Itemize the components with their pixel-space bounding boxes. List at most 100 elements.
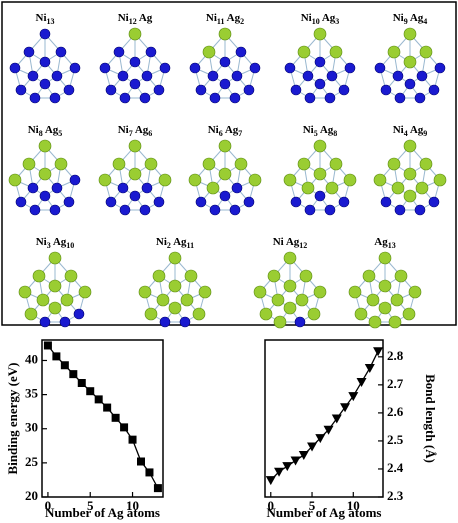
element-symbol: Ag <box>227 12 241 24</box>
atom <box>105 84 117 96</box>
element-count: 7 <box>129 129 133 138</box>
cluster-label: Ni2 Ag11 <box>156 236 194 250</box>
y-tick-label: 25 <box>25 454 39 469</box>
y-tick-label: 2.3 <box>387 488 404 503</box>
cluster-label: Ni4 Ag9 <box>393 124 428 138</box>
atom <box>271 293 285 307</box>
marker <box>340 403 351 413</box>
atom <box>338 84 350 96</box>
atom <box>60 293 74 307</box>
marker <box>153 484 162 493</box>
atom <box>290 196 302 208</box>
marker <box>315 434 326 444</box>
element-symbol: Ni <box>301 12 312 24</box>
element-count: 3 <box>47 241 51 250</box>
element-count: 2 <box>167 241 171 250</box>
atom <box>403 27 417 41</box>
atom <box>343 173 357 187</box>
atom <box>392 70 404 82</box>
atom <box>380 84 392 96</box>
atom <box>273 315 287 329</box>
element-symbol: Ni <box>36 12 47 24</box>
marker <box>356 378 367 388</box>
atom <box>326 70 338 82</box>
y-tick-label: 2.6 <box>387 404 404 419</box>
marker <box>69 370 78 379</box>
element-symbol: Ag <box>410 124 424 136</box>
atom <box>283 251 297 265</box>
y-tick-label: 2.7 <box>387 376 404 391</box>
atom <box>64 269 78 283</box>
atom <box>139 204 151 216</box>
marker <box>290 456 301 466</box>
atom <box>402 307 416 321</box>
atom <box>297 45 311 59</box>
marker <box>265 476 276 486</box>
atom <box>419 45 433 59</box>
atom <box>324 204 336 216</box>
atom <box>99 62 111 74</box>
plot-frame <box>41 339 164 498</box>
element-count: 6 <box>219 129 223 138</box>
atom <box>234 157 248 171</box>
atom <box>299 269 313 283</box>
x-axis-label: Number of Ag atoms <box>267 505 382 520</box>
atom <box>229 204 241 216</box>
element-count: 12 <box>299 241 307 250</box>
atom <box>295 293 309 307</box>
element-symbol: Ni <box>118 12 129 24</box>
atom <box>63 196 75 208</box>
marker <box>111 413 120 422</box>
x-tick-label: 5 <box>309 498 316 513</box>
atom <box>248 173 262 187</box>
atom <box>366 293 380 307</box>
atom <box>119 92 131 104</box>
atom <box>184 269 198 283</box>
atom <box>48 279 62 293</box>
atom <box>314 190 326 202</box>
atom <box>38 139 52 153</box>
element-count: 13 <box>47 17 55 26</box>
atom <box>403 139 417 153</box>
atom <box>394 269 408 283</box>
atom <box>158 173 172 187</box>
element-count: 5 <box>314 129 318 138</box>
element-count: 6 <box>148 129 152 138</box>
y-tick-label: 2.8 <box>387 348 404 363</box>
atom <box>414 204 426 216</box>
atom <box>78 285 92 299</box>
cluster-structure <box>284 27 356 104</box>
cluster-label: Ni7 Ag6 <box>118 124 153 138</box>
atom <box>249 62 261 74</box>
marker <box>348 392 359 402</box>
atom <box>428 84 440 96</box>
atom <box>49 204 61 216</box>
atom <box>297 157 311 171</box>
atom <box>378 251 392 265</box>
atom <box>253 285 267 299</box>
atom <box>144 157 158 171</box>
marker <box>274 467 285 477</box>
atom <box>218 27 232 41</box>
atom <box>98 173 112 187</box>
atom <box>219 190 231 202</box>
marker <box>94 395 103 404</box>
cluster-label: Ni5 Ag8 <box>303 124 338 138</box>
atom <box>138 285 152 299</box>
atom <box>195 84 207 96</box>
atom <box>414 92 426 104</box>
atom <box>159 62 171 74</box>
element-symbol: Ni <box>393 124 404 136</box>
atom <box>419 157 433 171</box>
atom <box>189 62 201 74</box>
atom <box>69 62 81 74</box>
element-symbol: Ag <box>135 124 149 136</box>
atom <box>433 173 447 187</box>
cluster-label: Ni11 Ag2 <box>206 12 244 26</box>
atom <box>9 62 21 74</box>
atom <box>267 269 281 283</box>
element-symbol: Ag <box>320 124 334 136</box>
atom <box>428 196 440 208</box>
atom <box>374 62 386 74</box>
atom <box>195 196 207 208</box>
